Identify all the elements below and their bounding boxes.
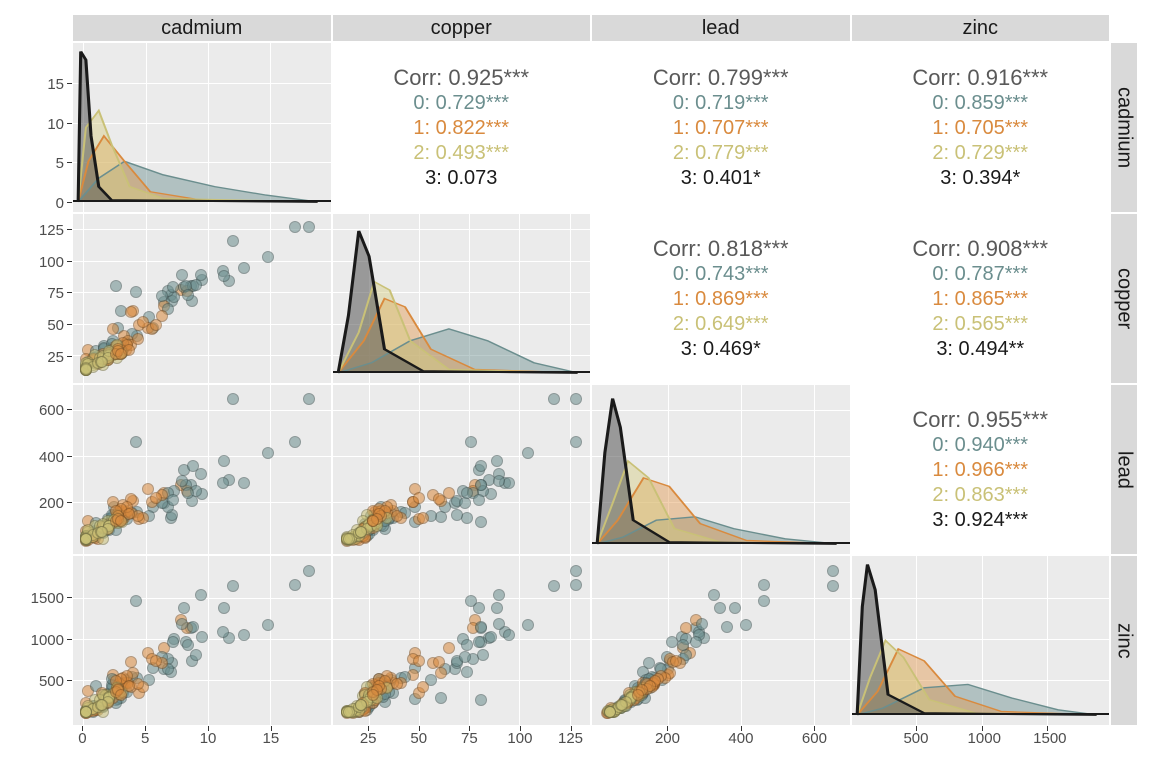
x-axis-copper: 255075100125 (332, 726, 592, 754)
x-axis-zinc: 50010001500 (851, 726, 1111, 754)
strip-right-cadmium: cadmium (1110, 42, 1138, 213)
strip-top-cadmium: cadmium (72, 14, 332, 42)
y-axis-copper: 125100755025 (14, 213, 72, 384)
strip-top-lead: lead (591, 14, 851, 42)
panel-copper-copper (332, 213, 592, 384)
panel-lead-lead (591, 384, 851, 555)
panel-cadmium-lead: Corr: 0.799***0: 0.719***1: 0.707***2: 0… (591, 42, 851, 213)
panel-copper-zinc: Corr: 0.908***0: 0.787***1: 0.865***2: 0… (851, 213, 1111, 384)
panel-zinc-lead (591, 555, 851, 726)
strip-top-copper: copper (332, 14, 592, 42)
panel-lead-zinc: Corr: 0.955***0: 0.940***1: 0.966***2: 0… (851, 384, 1111, 555)
y-axis-zinc: 15001000500 (14, 555, 72, 726)
panel-lead-cadmium (72, 384, 332, 555)
panel-cadmium-zinc: Corr: 0.916***0: 0.859***1: 0.705***2: 0… (851, 42, 1111, 213)
panel-zinc-copper (332, 555, 592, 726)
panel-zinc-cadmium (72, 555, 332, 726)
strip-right-copper: copper (1110, 213, 1138, 384)
panel-copper-cadmium (72, 213, 332, 384)
strip-right-lead: lead (1110, 384, 1138, 555)
x-axis-cadmium: 051015 (72, 726, 332, 754)
strip-top-zinc: zinc (851, 14, 1111, 42)
panel-copper-lead: Corr: 0.818***0: 0.743***1: 0.869***2: 0… (591, 213, 851, 384)
y-axis-lead: 600400200 (14, 384, 72, 555)
panel-lead-copper (332, 384, 592, 555)
x-axis-lead: 200400600 (591, 726, 851, 754)
panel-cadmium-copper: Corr: 0.925***0: 0.729***1: 0.822***2: 0… (332, 42, 592, 213)
panel-zinc-zinc (851, 555, 1111, 726)
y-axis-cadmium: 151050 (14, 42, 72, 213)
panel-cadmium-cadmium (72, 42, 332, 213)
strip-right-zinc: zinc (1110, 555, 1138, 726)
